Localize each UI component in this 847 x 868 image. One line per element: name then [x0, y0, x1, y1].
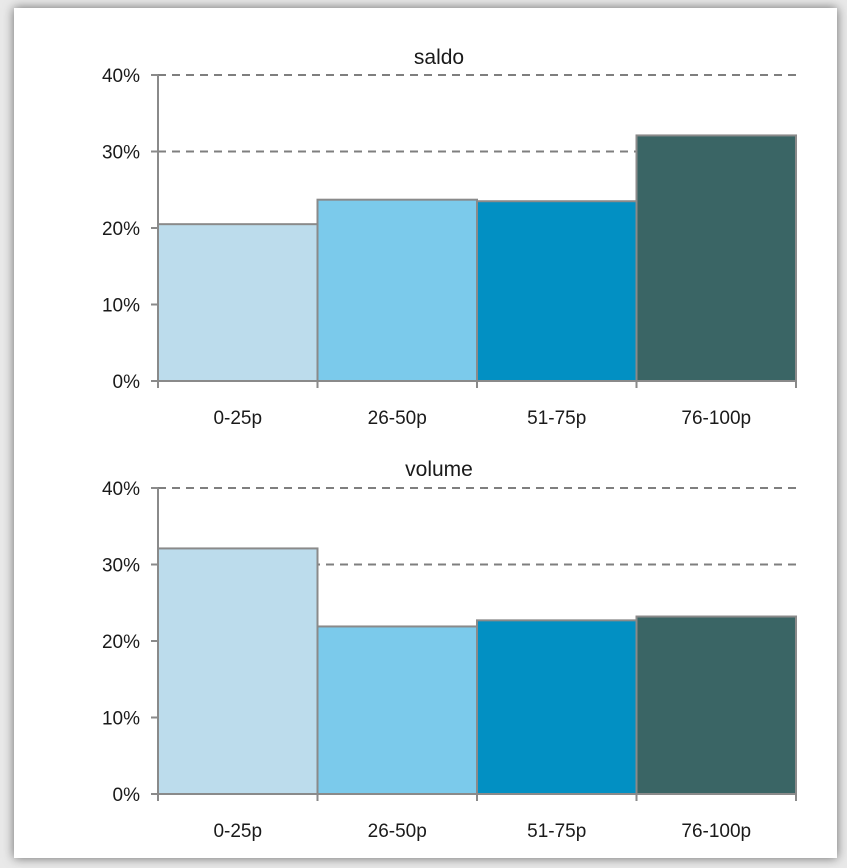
- x-tick-label: 0-25p: [213, 821, 262, 842]
- bar-volume-76-100p: [635, 615, 797, 796]
- chart-title-volume: volume: [405, 458, 473, 481]
- x-tick-label: 51-75p: [527, 408, 586, 429]
- y-tick-label: 0%: [113, 785, 141, 806]
- x-tick-label: 26-50p: [368, 408, 427, 429]
- charts-canvas: 0% 10% 20% 30% 40% 0-25p 26-50p 51-75p 76-100p sa…: [102, 46, 797, 842]
- bar-volume-26-50p: [316, 625, 478, 796]
- y-tick-label: 20%: [102, 632, 140, 653]
- y-tick-label: 20%: [102, 219, 140, 240]
- x-tick-label: 51-75p: [527, 821, 586, 842]
- bar-saldo-76-100p: [635, 134, 797, 382]
- y-tick-label: 30%: [102, 143, 140, 164]
- bar-saldo-51-75p: [476, 200, 638, 382]
- y-tick-label: 40%: [102, 479, 140, 500]
- x-tick-label: 0-25p: [213, 408, 262, 429]
- y-tick-label: 10%: [102, 296, 140, 317]
- y-tick-label: 0%: [113, 372, 141, 393]
- y-tick-label: 40%: [102, 66, 140, 87]
- bar-volume-51-75p: [476, 619, 638, 795]
- x-tick-label: 76-100p: [681, 408, 751, 429]
- bar-saldo-26-50p: [316, 198, 478, 382]
- y-tick-label: 30%: [102, 556, 140, 577]
- x-tick-label: 26-50p: [368, 821, 427, 842]
- bar-saldo-0-25p: [157, 223, 319, 382]
- y-tick-label: 10%: [102, 709, 140, 730]
- bar-volume-0-25p: [157, 547, 319, 795]
- chart-title-saldo: saldo: [414, 46, 464, 69]
- x-tick-label: 76-100p: [681, 821, 751, 842]
- figure-frame: 0% 10% 20% 30% 40% 0-25p 26-50p 51-75p 76-100p sa…: [14, 8, 837, 858]
